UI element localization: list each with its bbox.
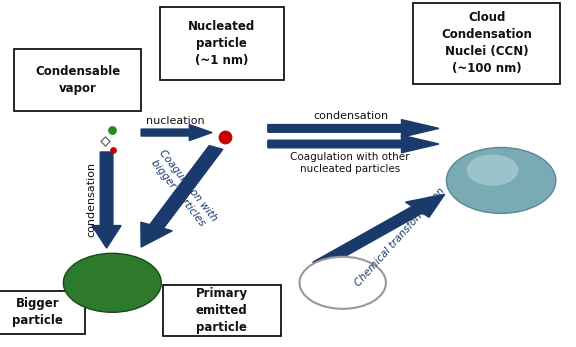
FancyArrow shape: [268, 135, 439, 153]
Text: Nucleated
particle
(~1 nm): Nucleated particle (~1 nm): [188, 20, 255, 67]
Text: Bigger
particle: Bigger particle: [12, 297, 63, 327]
FancyArrow shape: [313, 194, 445, 269]
Text: Coagulation with other
nucleated particles: Coagulation with other nucleated particl…: [290, 152, 410, 175]
FancyBboxPatch shape: [413, 3, 560, 84]
Point: [108, 127, 117, 133]
FancyBboxPatch shape: [162, 285, 281, 336]
Text: nucleation: nucleation: [146, 116, 205, 126]
Circle shape: [446, 147, 556, 213]
Text: Cloud
Condensation
Nuclei (CCN)
(~100 nm): Cloud Condensation Nuclei (CCN) (~100 nm…: [441, 11, 532, 75]
Text: condensation: condensation: [86, 162, 96, 237]
Point: [108, 147, 118, 153]
Circle shape: [467, 154, 518, 186]
Text: Condensable
vapor: Condensable vapor: [35, 65, 120, 95]
FancyBboxPatch shape: [0, 291, 85, 334]
FancyArrow shape: [268, 120, 439, 137]
FancyArrow shape: [141, 125, 212, 141]
Text: Chemical transformation: Chemical transformation: [354, 185, 447, 288]
Point: [220, 134, 229, 140]
FancyArrow shape: [141, 146, 223, 247]
Text: condensation: condensation: [314, 111, 389, 121]
FancyArrow shape: [92, 152, 121, 248]
FancyBboxPatch shape: [160, 7, 283, 80]
Point: [101, 138, 110, 143]
Text: Coagulation with
bigger particles: Coagulation with bigger particles: [147, 147, 219, 231]
Circle shape: [63, 253, 161, 312]
Circle shape: [300, 257, 386, 309]
FancyBboxPatch shape: [14, 49, 141, 111]
Text: Primary
emitted
particle: Primary emitted particle: [196, 287, 248, 334]
